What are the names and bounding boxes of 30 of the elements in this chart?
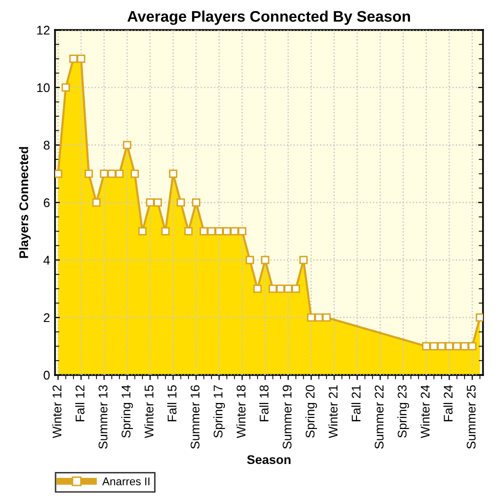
x-tick-label: Winter 21 (328, 385, 338, 438)
x-tick-label: Spring 14 (121, 385, 133, 438)
x-tick-label: Spring 23 (397, 385, 410, 438)
y-tick-label: 0 (44, 370, 50, 380)
x-tick-label: Fall 18 (259, 385, 269, 422)
y-tick-label: 8 (44, 140, 50, 150)
y-tick-label: 6 (44, 198, 50, 208)
x-tick-label: Spring 17 (213, 385, 225, 438)
x-tick-label: Fall 12 (75, 385, 84, 422)
legend-label: Anarres II (102, 478, 150, 486)
x-tick-label: Summer 13 (98, 385, 108, 449)
x-tick-label: Winter 15 (144, 385, 154, 438)
y-tick-label: 4 (43, 256, 50, 265)
x-tick-label: Winter 12 (52, 385, 62, 438)
x-tick-label: Summer 22 (374, 385, 384, 449)
x-tick-label: Spring 20 (305, 385, 318, 438)
y-axis-title: Players Connected (19, 147, 31, 258)
x-axis-title: Season (247, 455, 290, 464)
y-tick-label: 2 (44, 313, 50, 322)
chart-title: Average Players Connected By Season (127, 10, 410, 25)
x-tick-label: Summer 25 (466, 385, 476, 449)
x-tick-label: Winter 18 (236, 385, 246, 438)
x-tick-label: Fall 21 (351, 385, 361, 422)
x-tick-label: Fall 15 (167, 385, 176, 422)
x-tick-label: Summer 19 (282, 385, 292, 449)
x-tick-label: Winter 24 (420, 385, 430, 438)
y-tick-label: 12 (37, 26, 50, 35)
y-tick-label: 10 (37, 83, 50, 92)
x-tick-label: Fall 24 (443, 385, 453, 422)
x-tick-label: Summer 16 (190, 385, 200, 449)
